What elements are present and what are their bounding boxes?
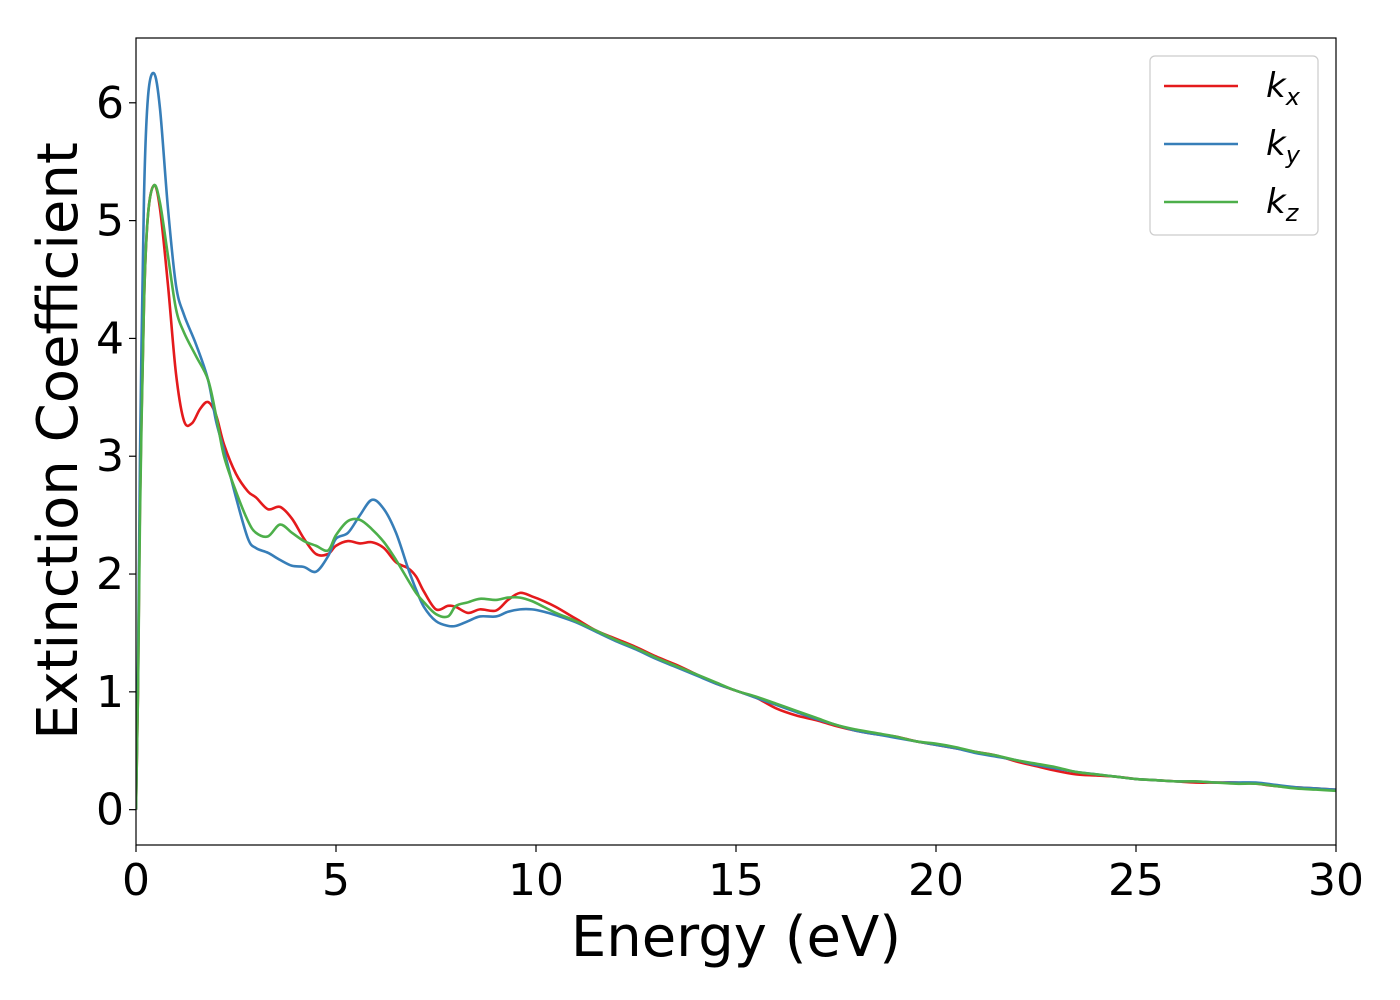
x-tick-label: 5 — [322, 855, 350, 906]
x-tick-label: 10 — [508, 855, 564, 906]
y-tick-label: 3 — [96, 431, 124, 482]
legend-label-z: kz — [1266, 182, 1300, 227]
y-tick-label: 4 — [96, 313, 124, 364]
legend-label-y: ky — [1266, 124, 1301, 169]
y-tick-label: 1 — [96, 667, 124, 718]
series-line-x — [136, 183, 1336, 810]
legend: kx ky kz — [1149, 55, 1319, 236]
y-axis-ticks: 0 1 2 3 4 5 6 — [96, 78, 136, 836]
y-tick-label: 2 — [96, 549, 124, 600]
x-tick-label: 20 — [908, 855, 964, 906]
x-tick-label: 25 — [1108, 855, 1164, 906]
legend-box — [1149, 55, 1319, 236]
y-tick-label: 6 — [96, 78, 124, 129]
x-tick-label: 0 — [122, 855, 150, 906]
y-tick-label: 0 — [96, 785, 124, 836]
legend-label-x: kx — [1266, 66, 1301, 111]
y-axis-label: Extinction Coefficient — [26, 142, 91, 740]
series-line-z — [136, 183, 1336, 810]
x-tick-label: 15 — [708, 855, 764, 906]
y-tick-label: 5 — [96, 196, 124, 247]
series-lines — [136, 71, 1336, 810]
x-tick-label: 30 — [1308, 855, 1364, 906]
x-axis-label: Energy (eV) — [571, 905, 901, 970]
x-axis-ticks: 0 5 10 15 20 25 30 — [122, 845, 1364, 906]
